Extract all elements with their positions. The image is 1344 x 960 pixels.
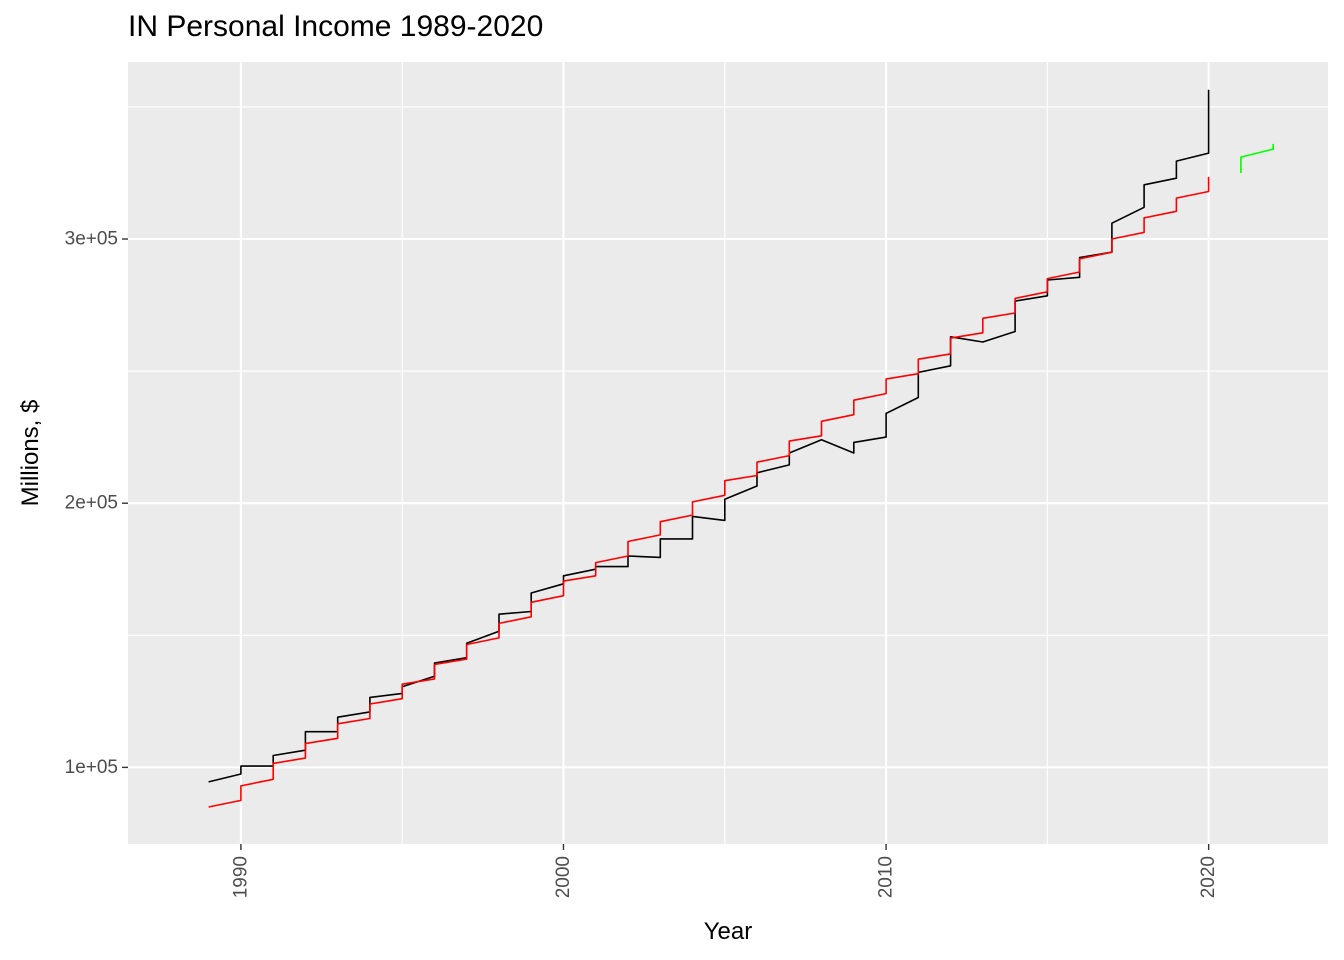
plot-panel [128, 62, 1328, 844]
axis-ticks [122, 238, 1210, 850]
y-axis-title: Millions, $ [17, 400, 44, 507]
major-gridlines [128, 62, 1328, 844]
x-tick-label: 2010 [876, 856, 897, 898]
series-line-2 [208, 176, 1210, 808]
series-layer [208, 89, 1274, 808]
y-tick-label: 1e+05 [65, 757, 118, 778]
x-tick-label: 2000 [553, 856, 574, 898]
minor-gridlines [128, 62, 1328, 844]
series-line-3 [1240, 143, 1274, 173]
y-tick-label: 3e+05 [65, 229, 118, 250]
x-tick-label: 2020 [1198, 856, 1219, 898]
x-tick-label: 1990 [230, 856, 251, 898]
y-tick-label: 2e+05 [65, 493, 118, 514]
chart-title: IN Personal Income 1989-2020 [128, 10, 544, 43]
x-axis-title: Year [704, 918, 753, 945]
tick-labels: 1990 2000 2010 2020 1e+05 2e+05 3e+05 [65, 229, 1220, 899]
